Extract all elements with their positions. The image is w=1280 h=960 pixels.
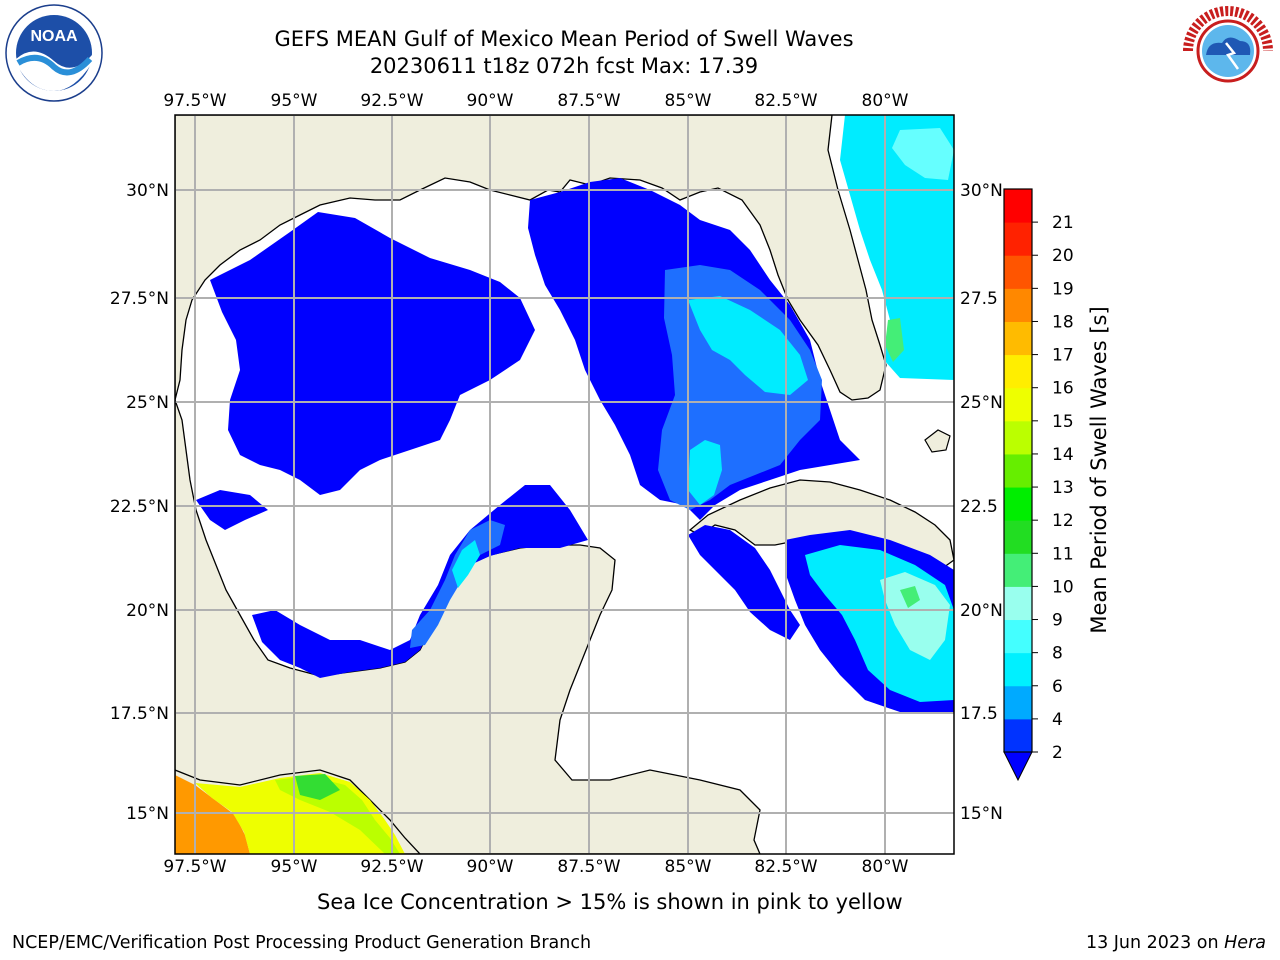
map-axis-labels: 97.5°W 95°W 92.5°W 90°W 87.5°W 85°W 82.5°W 80°W… (110, 91, 1003, 877)
colorbar-tick-label: 4 (1052, 710, 1063, 730)
colorbar-segment (1004, 354, 1032, 389)
colorbar-tick-label: 18 (1052, 312, 1074, 332)
colorbar-segment (1004, 387, 1032, 422)
lon-tick-bottom: 87.5°W (557, 857, 620, 877)
swell-region-northwest-gulf (210, 212, 535, 495)
colorbar-tick-label: 13 (1052, 478, 1074, 498)
colorbar-segment (1004, 685, 1032, 720)
colorbar-tick-label: 12 (1052, 511, 1074, 531)
lat-tick-left: 20°N (126, 601, 169, 621)
colorbar-tick-label: 21 (1052, 213, 1074, 233)
noaa-logo-icon: NOAA (5, 4, 103, 102)
colorbar-tick-label: 20 (1052, 246, 1074, 266)
lat-tick-right: 25°N (960, 393, 1003, 413)
lon-tick-bottom: 80°W (862, 857, 909, 877)
colorbar-segment (1004, 520, 1032, 554)
colorbar-segment (1004, 189, 1032, 223)
lat-tick-right: 22.5 (960, 497, 998, 517)
lat-tick-left: 22.5°N (110, 497, 169, 517)
map-title: GEFS MEAN Gulf of Mexico Mean Period of … (274, 27, 854, 51)
lon-tick-bottom: 95°W (271, 857, 318, 877)
swell-region-east-gulf-light (688, 296, 808, 395)
lon-tick-top: 82.5°W (754, 91, 817, 111)
lon-tick-top: 92.5°W (360, 91, 423, 111)
lat-tick-left: 30°N (126, 181, 169, 201)
colorbar-segment (1004, 288, 1032, 322)
colorbar-tick-label: 8 (1052, 644, 1063, 664)
lon-tick-top: 95°W (271, 91, 318, 111)
lat-tick-right: 30°N (960, 181, 1003, 201)
colorbar-tick-label: 14 (1052, 445, 1074, 465)
colorbar-segment (1004, 487, 1032, 521)
swell-region-caribbean-green (900, 586, 920, 608)
swell-region-loop-current (688, 440, 722, 505)
swell-region-west-coast (196, 490, 268, 530)
forecast-subtitle: 20230611 t18z 072h fcst Max: 17.39 (369, 54, 759, 78)
lat-tick-right: 27.5 (960, 289, 998, 309)
lon-tick-bottom: 97.5°W (163, 857, 226, 877)
colorbar-segment (1004, 420, 1032, 455)
swell-region-yucatan-channel (688, 525, 800, 640)
map-plot-area (175, 115, 954, 854)
swell-region-bay-of-campeche (252, 485, 588, 678)
lat-tick-right: 17.5 (960, 704, 998, 724)
colorbar-tick-label: 19 (1052, 279, 1074, 299)
swell-region-campeche-light (452, 540, 480, 588)
colorbar-segment (1004, 321, 1032, 356)
sea-ice-note: Sea Ice Concentration > 15% is shown in … (317, 890, 903, 914)
lat-tick-right: 15°N (960, 804, 1003, 824)
colorbar-segment (1004, 222, 1032, 256)
lon-tick-top: 90°W (467, 91, 514, 111)
lon-tick-top: 87.5°W (557, 91, 620, 111)
lon-tick-bottom: 92.5°W (360, 857, 423, 877)
colorbar-segment (1004, 652, 1032, 687)
lon-tick-bottom: 90°W (467, 857, 514, 877)
colorbar-segment (1004, 586, 1032, 621)
lat-tick-left: 17.5°N (110, 704, 169, 724)
colorbar-segment (1004, 453, 1032, 488)
colorbar-segment (1004, 255, 1032, 289)
lon-tick-top: 97.5°W (163, 91, 226, 111)
lon-tick-top: 80°W (862, 91, 909, 111)
colorbar-tick-label: 11 (1052, 544, 1074, 564)
lat-tick-left: 25°N (126, 393, 169, 413)
colorbar: 2 4 6 8 9 10 11 12 13 14 15 16 17 18 19 20 21 Mean Period… (1003, 188, 1111, 782)
svg-text:NOAA: NOAA (30, 28, 78, 45)
swell-region-caribbean-teal (880, 572, 950, 660)
lon-tick-bottom: 85°W (665, 857, 712, 877)
lat-tick-right: 20°N (960, 601, 1003, 621)
colorbar-under-triangle (1003, 751, 1033, 782)
swell-region-atlantic (840, 115, 954, 380)
colorbar-tick-label: 2 (1052, 743, 1063, 763)
swell-region-pacific-orange (175, 775, 250, 854)
swell-region-pacific-green (295, 774, 340, 800)
lat-tick-left: 27.5°N (110, 289, 169, 309)
lon-tick-top: 85°W (665, 91, 712, 111)
colorbar-tick-label: 17 (1052, 346, 1074, 366)
colorbar-frame (1003, 188, 1033, 753)
footer-date-text: 13 Jun 2023 on (1085, 933, 1225, 953)
footer-credit: NCEP/EMC/Verification Post Processing Pr… (12, 933, 592, 953)
colorbar-segment (1004, 619, 1032, 654)
lon-tick-bottom: 82.5°W (754, 857, 817, 877)
colorbar-segment (1004, 553, 1032, 587)
footer-date: 13 Jun 2023 on Hera (1086, 933, 1266, 953)
colorbar-tick-label: 6 (1052, 677, 1063, 697)
colorbar-tick-label: 10 (1052, 577, 1074, 597)
footer-host: Hera (1224, 933, 1266, 953)
map-frame (174, 114, 955, 855)
colorbar-segment (1004, 718, 1032, 753)
nws-logo-icon (1183, 6, 1273, 95)
lat-tick-left: 15°N (126, 804, 169, 824)
colorbar-tick-label: 15 (1052, 412, 1074, 432)
swell-region-atlantic-green (885, 318, 904, 362)
map-graticule (175, 115, 954, 854)
colorbar-tick-label: 16 (1052, 379, 1074, 399)
colorbar-tick-label: 9 (1052, 611, 1063, 631)
colorbar-label: Mean Period of Swell Waves [s] (1087, 306, 1111, 633)
swell-region-atlantic-teal (892, 128, 954, 180)
land-bahamas (924, 429, 951, 453)
